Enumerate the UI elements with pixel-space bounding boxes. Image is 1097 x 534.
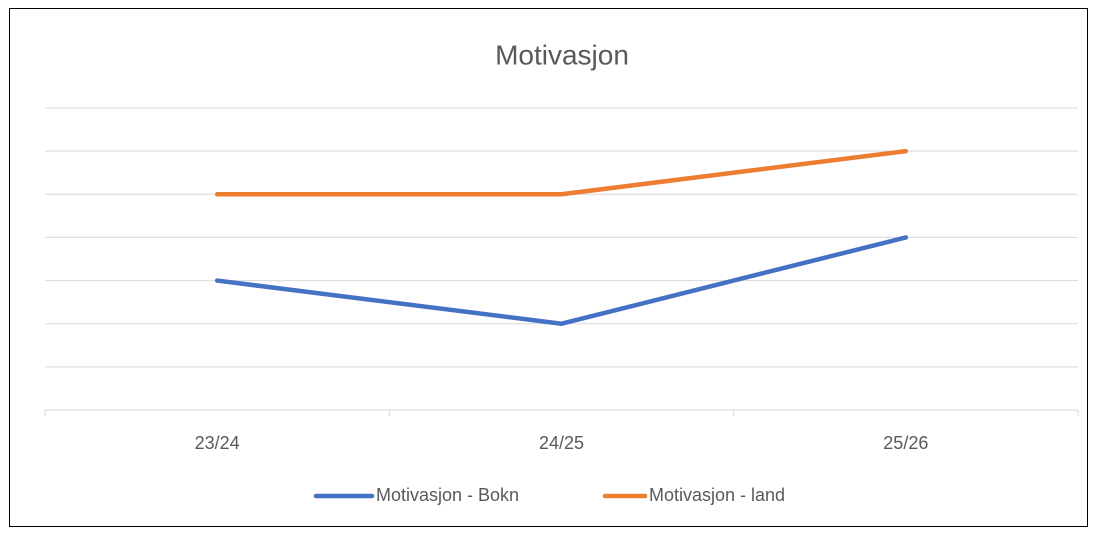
- legend-label: Motivasjon - land: [649, 485, 785, 505]
- x-tick-label: 23/24: [195, 433, 240, 453]
- legend-label: Motivasjon - Bokn: [376, 485, 519, 505]
- x-tick-label: 25/26: [883, 433, 928, 453]
- series-line: [214, 235, 909, 326]
- chart-title: Motivasjon: [495, 39, 629, 70]
- series-line: [214, 148, 909, 197]
- chart-border: [9, 8, 1088, 527]
- x-tick-label: 24/25: [539, 433, 584, 453]
